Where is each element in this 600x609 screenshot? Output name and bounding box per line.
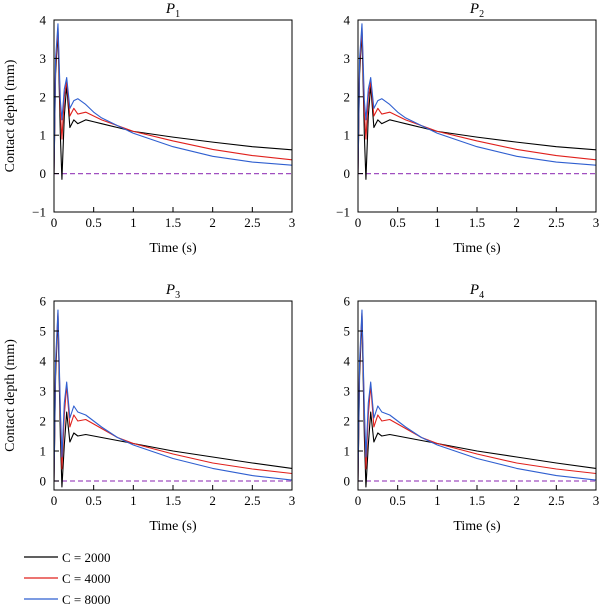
legend: C = 2000 C = 4000 C = 8000: [24, 550, 111, 607]
y-tick-label: 5: [40, 324, 47, 339]
legend-label: C = 2000: [62, 550, 111, 565]
x-tick-label: 0: [51, 215, 58, 230]
x-tick-label: 1.5: [469, 493, 485, 508]
x-tick-label: 2: [209, 493, 216, 508]
x-tick-label: 0.5: [390, 493, 406, 508]
y-tick-label: −1: [32, 205, 46, 220]
y-tick-label: 1: [344, 444, 351, 459]
y-tick-label: 0: [40, 166, 47, 181]
series-line-c-2000: [54, 315, 292, 488]
panel-p3: 0 0.5 1 1.5 2 2.5 3 0 1 2 3 4 5 6 Time (s) Contact dept…: [3, 282, 295, 534]
y-tick-label: 0: [344, 474, 351, 489]
x-tick-label: 2: [513, 215, 520, 230]
y-tick-label: 4: [344, 13, 351, 28]
y-tick-label: 2: [40, 414, 47, 429]
y-tick-label: 3: [344, 51, 351, 66]
panel-title-main: P: [469, 1, 479, 17]
x-tick-label: 1.5: [165, 493, 181, 508]
x-tick-label: 0: [355, 215, 362, 230]
panel-title-subscript: 1: [175, 9, 180, 20]
series-line-c-2000: [358, 315, 596, 488]
panel-title: P4: [469, 282, 484, 301]
y-tick-label: 1: [344, 128, 351, 143]
y-tick-label: 5: [344, 324, 351, 339]
y-tick-label: 6: [344, 294, 351, 309]
y-axis-label: Contact depth (mm): [3, 59, 18, 172]
panel-p1: 0 0.5 1 1.5 2 2.5 3 −1 0 1 2 3 4 Time (s) Contact dept…: [3, 1, 295, 256]
x-tick-label: 1.5: [165, 215, 181, 230]
panel-title-main: P: [165, 282, 175, 298]
x-axis-label: Time (s): [149, 519, 197, 534]
x-tick-label: 3: [593, 493, 600, 508]
x-tick-label: 2: [513, 493, 520, 508]
plot-frame: [53, 19, 293, 213]
series-line-c-2000: [54, 30, 292, 180]
x-tick-label: 0.5: [86, 215, 102, 230]
panel-title: P1: [165, 1, 180, 20]
x-tick-label: 2.5: [548, 493, 564, 508]
y-tick-label: 4: [344, 354, 351, 369]
series-line-c-2000: [358, 30, 596, 180]
plot-frame: [357, 19, 597, 213]
y-tick-label: 4: [40, 13, 47, 28]
y-tick-label: 6: [40, 294, 47, 309]
x-tick-label: 0.5: [86, 493, 102, 508]
legend-label: C = 4000: [62, 571, 111, 586]
series-line-c-4000: [358, 312, 596, 482]
panel-title-subscript: 2: [479, 9, 484, 20]
x-axis-label: Time (s): [149, 241, 197, 256]
x-tick-label: 2.5: [244, 215, 260, 230]
series-line-c-4000: [54, 27, 292, 174]
series-line-c-4000: [54, 312, 292, 482]
x-tick-label: 3: [289, 493, 296, 508]
series-line-c-8000: [54, 23, 292, 174]
x-tick-label: 2.5: [244, 493, 260, 508]
x-tick-label: 0.5: [390, 215, 406, 230]
panel-title-subscript: 3: [175, 290, 180, 301]
y-tick-label: −1: [336, 205, 350, 220]
y-tick-label: 4: [40, 354, 47, 369]
y-tick-label: 3: [40, 384, 47, 399]
plot-frame: [53, 300, 293, 491]
legend-label: C = 8000: [62, 592, 111, 607]
y-tick-label: 0: [40, 474, 47, 489]
y-tick-label: 2: [344, 414, 351, 429]
panel-title-main: P: [469, 282, 479, 298]
x-axis-label: Time (s): [453, 519, 501, 534]
x-tick-label: 1: [130, 493, 137, 508]
panel-title: P3: [165, 282, 180, 301]
series-line-c-4000: [358, 27, 596, 174]
x-tick-label: 1: [130, 215, 137, 230]
series-line-c-8000: [358, 309, 596, 482]
x-tick-label: 3: [289, 215, 296, 230]
x-tick-label: 1: [434, 215, 441, 230]
x-axis-label: Time (s): [453, 241, 501, 256]
panel-title: P2: [469, 1, 484, 20]
series-line-c-8000: [54, 309, 292, 482]
panel-title-subscript: 4: [479, 290, 484, 301]
y-tick-label: 0: [344, 166, 351, 181]
panel-title-main: P: [165, 1, 175, 17]
y-tick-label: 1: [40, 128, 47, 143]
x-tick-label: 1: [434, 493, 441, 508]
y-tick-label: 2: [344, 89, 351, 104]
x-tick-label: 0: [355, 493, 362, 508]
x-tick-label: 2.5: [548, 215, 564, 230]
plot-frame: [357, 300, 597, 491]
y-tick-label: 2: [40, 89, 47, 104]
x-tick-label: 3: [593, 215, 600, 230]
y-tick-label: 3: [344, 384, 351, 399]
series-line-c-8000: [358, 23, 596, 174]
x-tick-label: 2: [209, 215, 216, 230]
y-tick-label: 1: [40, 444, 47, 459]
y-tick-label: 3: [40, 51, 47, 66]
x-tick-label: 0: [51, 493, 58, 508]
y-axis-label: Contact depth (mm): [3, 339, 18, 452]
x-tick-label: 1.5: [469, 215, 485, 230]
